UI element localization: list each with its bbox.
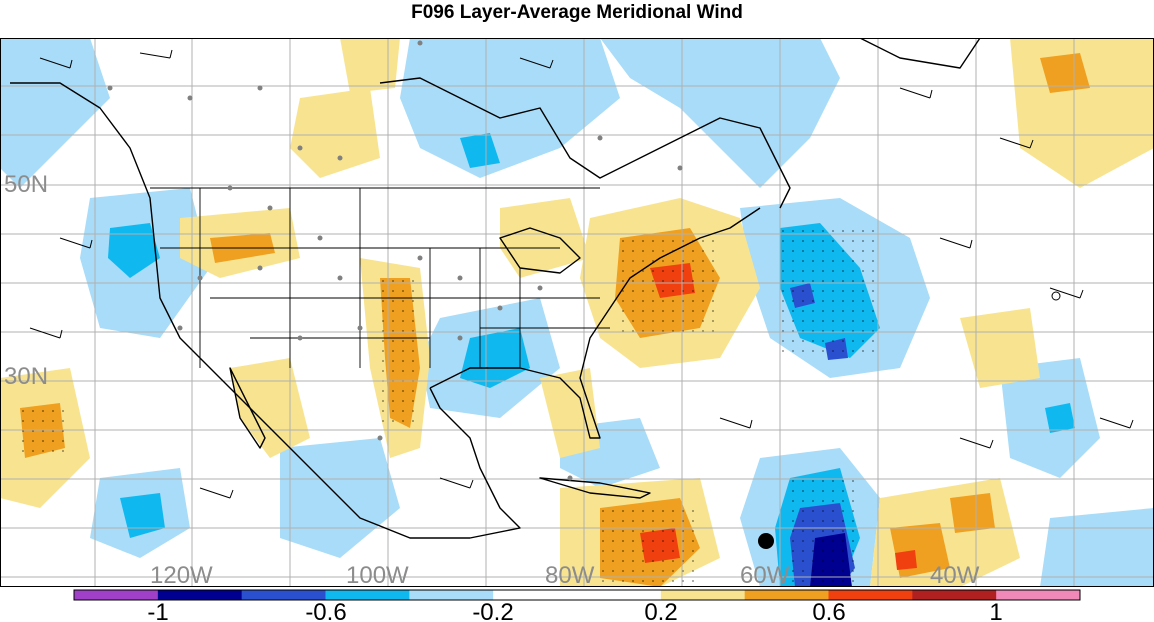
- stippling: [20, 228, 880, 587]
- colorbar-swatch: [157, 590, 243, 600]
- contour-pos-light: [960, 308, 1040, 388]
- gulf-coast: [429, 207, 761, 439]
- baja: [229, 367, 266, 449]
- greenland-edge: [859, 38, 981, 69]
- contour-neg-mid: [108, 223, 160, 278]
- colorbar: -1 -0.6 -0.2 0.2 0.6 1: [73, 589, 1081, 622]
- lon-label-120w: 120W: [150, 562, 213, 587]
- colorbar-swatch: [744, 590, 829, 600]
- colorbar-label-02: 0.2: [644, 599, 677, 622]
- contour-neg-light: [0, 38, 110, 188]
- coastlines: [10, 38, 981, 539]
- storm-center-marker: [758, 533, 774, 549]
- map-title: F096 Layer-Average Meridional Wind: [411, 2, 743, 23]
- contour-neg-mid: [460, 133, 500, 168]
- colorbar-label-neg06: -0.6: [305, 599, 346, 622]
- colorbar-swatch: [493, 590, 578, 600]
- island-marker: [1051, 291, 1061, 301]
- contour-pos-mid: [950, 493, 995, 533]
- colorbar-swatch: [996, 590, 1081, 600]
- contour-neg-mid: [120, 493, 165, 538]
- meridional-wind-map: 50N 30N 120W 100W 80W 60W 40W: [0, 38, 1154, 587]
- lon-label-60w: 60W: [740, 562, 790, 587]
- lat-label-30n: 30N: [4, 363, 48, 390]
- contour-pos-light: [290, 88, 380, 178]
- lat-label-50n: 50N: [4, 171, 48, 198]
- contour-pos-light: [340, 38, 400, 93]
- colorbar-swatch: [241, 590, 326, 600]
- colorbar-swatch: [912, 590, 997, 600]
- northern-coast: [379, 77, 791, 209]
- state-borders: [150, 187, 610, 368]
- colorbar-swatch: [325, 590, 410, 600]
- colorbar-swatches: [74, 590, 1081, 600]
- colorbar-label-neg1: -1: [147, 599, 168, 622]
- contour-pos-high: [895, 550, 917, 570]
- colorbar-swatch: [660, 590, 746, 600]
- contour-neg-mid: [460, 328, 530, 388]
- lon-label-100w: 100W: [346, 562, 409, 587]
- contour-pos-light: [500, 198, 590, 278]
- colorbar-swatch: [577, 590, 662, 600]
- lon-label-80w: 80W: [545, 562, 595, 587]
- contour-pos-light: [540, 368, 600, 458]
- station-dots: [107, 40, 683, 481]
- colorbar-label-1: 1: [989, 599, 1002, 622]
- contour-neg-light: [1040, 508, 1154, 587]
- colorbar-swatch: [409, 590, 494, 600]
- cuba: [539, 477, 651, 499]
- colorbar-label-06: 0.6: [812, 599, 845, 622]
- north-america-west-coast: [10, 82, 521, 539]
- wind-barbs: [29, 49, 1134, 499]
- colorbar-swatch: [74, 590, 159, 600]
- lon-label-40w: 40W: [930, 562, 980, 587]
- colorbar-swatch: [828, 590, 913, 600]
- contour-pos-mid: [1040, 53, 1090, 93]
- contour-neg-light: [400, 38, 620, 178]
- colorbar-frame: [73, 589, 1081, 601]
- colorbar-label-neg02: -0.2: [472, 599, 513, 622]
- contour-neg-mid: [1045, 403, 1075, 433]
